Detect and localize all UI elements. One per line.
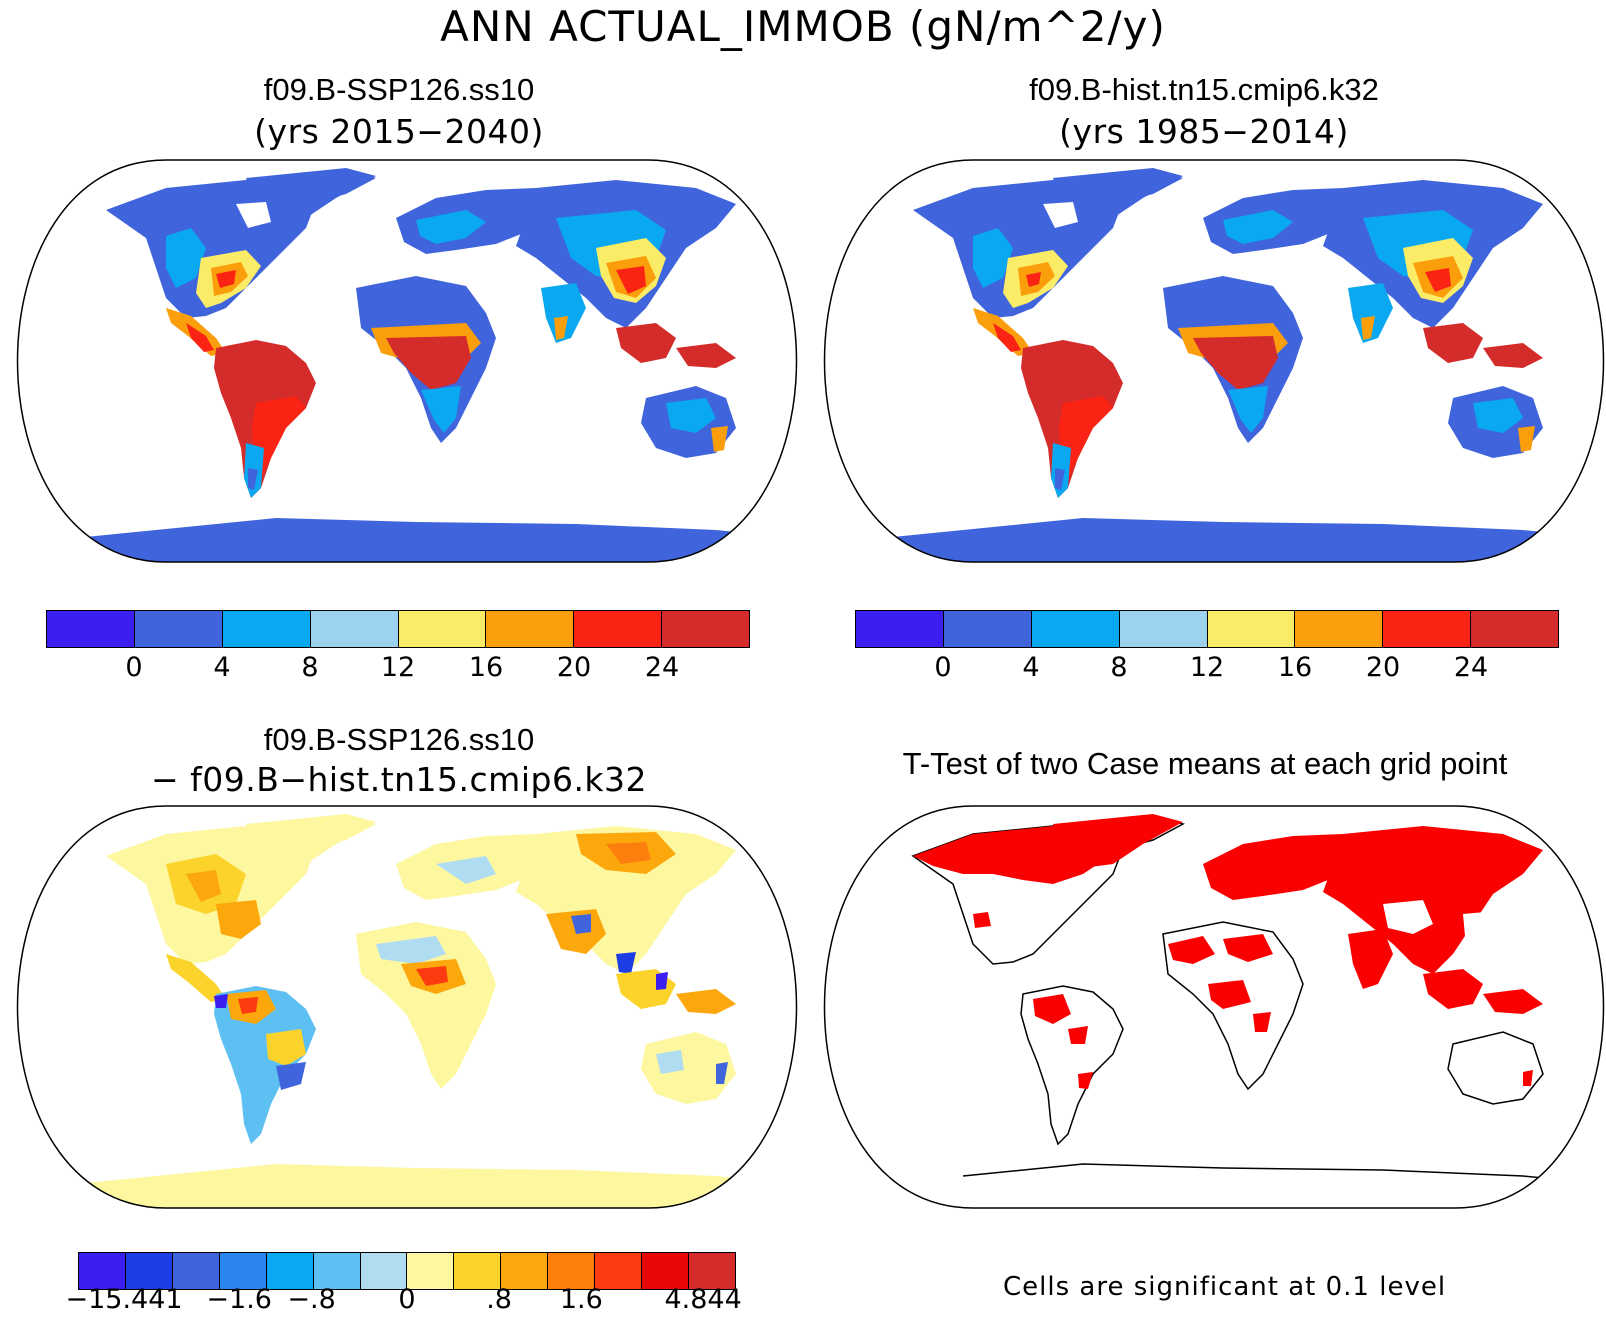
colorbar-cell [662, 611, 749, 647]
colorbar-cell [222, 611, 311, 647]
panel-title-bottom-left: f09.B-SSP126.ss10 [263, 722, 535, 757]
colorbar-cell [360, 1253, 408, 1289]
colorbar-tick-label: 1.6 [559, 1284, 603, 1315]
colorbar-tick-label: −.8 [287, 1284, 336, 1315]
colorbar-cell [313, 1253, 361, 1289]
colorbar-ticks-top-right: 0 4 8 12 16 20 24 [855, 652, 1559, 688]
colorbar-cell [1207, 611, 1296, 647]
colorbar-cell [454, 1253, 502, 1289]
colorbar-cell [642, 1253, 689, 1289]
colorbar-top-left [46, 610, 750, 648]
colorbar-cell [856, 611, 944, 647]
colorbar-tick-label: 12 [1189, 652, 1225, 683]
colorbar-cell [943, 611, 1032, 647]
colorbar-cell [595, 1253, 643, 1289]
colorbar-bottom-left [78, 1252, 736, 1290]
colorbar-cell [574, 611, 663, 647]
colorbar-tick-label: 4.844 [664, 1284, 742, 1315]
colorbar-tick-label: 0 [125, 652, 143, 683]
colorbar-top-right [855, 610, 1559, 648]
colorbar-tick-label: .8 [486, 1284, 512, 1315]
figure-title: ANN ACTUAL_IMMOB (gN/m^2/y) [440, 2, 1166, 51]
colorbar-tick-label: 16 [1277, 652, 1313, 683]
colorbar-cell [310, 611, 399, 647]
colorbar-cell [1295, 611, 1384, 647]
colorbar-cell [47, 611, 135, 647]
panel-subtitle-bottom-left: − f09.B−hist.tn15.cmip6.k32 [150, 760, 648, 799]
colorbar-cell [1383, 611, 1472, 647]
colorbar-tick-label: −1.6 [206, 1284, 272, 1315]
colorbar-cell [172, 1253, 220, 1289]
map-top-right [823, 159, 1605, 563]
colorbar-cell [398, 611, 487, 647]
colorbar-tick-label: 0 [398, 1284, 416, 1315]
colorbar-cell [1119, 611, 1208, 647]
panel-title-top-left: f09.B-SSP126.ss10 [263, 72, 535, 107]
colorbar-tick-label: 20 [556, 652, 592, 683]
colorbar-cell [688, 1253, 735, 1289]
colorbar-cell [501, 1253, 549, 1289]
colorbar-tick-label: 8 [1110, 652, 1128, 683]
panel-subtitle-top-right: (yrs 1985−2014) [1059, 112, 1349, 151]
colorbar-cell [266, 1253, 314, 1289]
colorbar-tick-label: 4 [213, 652, 231, 683]
colorbar-cell [219, 1253, 267, 1289]
colorbar-cell [407, 1253, 455, 1289]
colorbar-cell [486, 611, 575, 647]
colorbar-cell [1031, 611, 1120, 647]
panel-title-top-right: f09.B-hist.tn15.cmip6.k32 [1029, 72, 1379, 107]
colorbar-cell [1471, 611, 1558, 647]
colorbar-tick-label: 12 [380, 652, 416, 683]
colorbar-ticks-top-left: 0 4 8 12 16 20 24 [46, 652, 750, 688]
colorbar-tick-label: 0 [934, 652, 952, 683]
colorbar-cell [548, 1253, 596, 1289]
colorbar-tick-label: 8 [301, 652, 319, 683]
colorbar-tick-label: −15.441 [65, 1284, 183, 1315]
map-bottom-left [16, 805, 798, 1209]
colorbar-cell [125, 1253, 173, 1289]
colorbar-ticks-bottom-left: −15.441 −1.6 −.8 0 .8 1.6 4.844 [65, 1284, 741, 1320]
panel-title-bottom-right: T-Test of two Case means at each grid po… [902, 746, 1508, 781]
map-top-left [16, 159, 798, 563]
colorbar-tick-label: 4 [1022, 652, 1040, 683]
map-bottom-right [823, 805, 1605, 1209]
significance-footnote: Cells are significant at 0.1 level [1003, 1272, 1447, 1302]
colorbar-cell [79, 1253, 126, 1289]
colorbar-cell [134, 611, 223, 647]
colorbar-tick-label: 24 [644, 652, 680, 683]
colorbar-tick-label: 24 [1453, 652, 1489, 683]
colorbar-tick-label: 20 [1365, 652, 1401, 683]
panel-subtitle-top-left: (yrs 2015−2040) [254, 112, 544, 151]
colorbar-tick-label: 16 [468, 652, 504, 683]
